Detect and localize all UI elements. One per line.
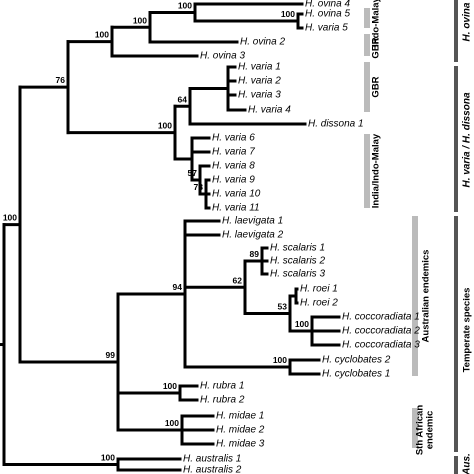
leaf-label: H. midae 3 <box>216 439 265 450</box>
group-label: GBR <box>371 76 382 97</box>
leaf-label: H. coccoradiata 2 <box>342 326 420 337</box>
group-bars <box>364 0 458 474</box>
clade-label: Temperate species <box>462 288 473 373</box>
bootstrap-value: 100 <box>158 121 172 131</box>
bootstrap-value: 94 <box>173 282 183 292</box>
group-bar <box>364 62 370 112</box>
leaf-label: H. roei 1 <box>300 284 338 295</box>
leaf-label: H. australis 2 <box>183 465 242 474</box>
bootstrap-value: 100 <box>178 1 192 11</box>
leaf-label: H. varia 3 <box>238 90 281 101</box>
group-bar <box>412 408 418 448</box>
leaf-label: H. scalaris 3 <box>270 269 325 280</box>
leaf-label: H. cyclobates 2 <box>322 355 391 366</box>
bootstrap-value: 64 <box>178 94 188 104</box>
leaf-label: H. varia 10 <box>212 189 261 200</box>
leaf-label: H. varia 5 <box>305 23 348 34</box>
clade-bar <box>454 456 458 474</box>
group-label: Australian endemics <box>421 250 432 343</box>
bootstrap-value: 89 <box>250 249 260 259</box>
leaf-label: H. laevigata 1 <box>222 216 283 227</box>
bootstrap-value: 76 <box>56 75 66 85</box>
leaf-label: H. rubra 2 <box>200 395 245 406</box>
leaf-label: H. ovina 3 <box>200 51 245 62</box>
group-bar <box>364 134 370 208</box>
leaf-label: H. varia 11 <box>212 203 260 214</box>
group-bar <box>412 216 418 376</box>
group-bar <box>364 34 370 56</box>
leaf-label: H. rubra 1 <box>200 381 244 392</box>
leaf-label: H. varia 4 <box>248 105 291 116</box>
leaf-label: H. midae 2 <box>216 425 265 436</box>
bootstrap-value: 100 <box>281 9 295 19</box>
bootstrap-value: 100 <box>163 381 177 391</box>
leaf-label: H. laevigata 2 <box>222 230 284 241</box>
clade-bar <box>454 66 458 212</box>
bootstrap-value: 100 <box>3 213 17 223</box>
bootstrap-value: 99 <box>106 350 116 360</box>
group-bar <box>364 8 370 28</box>
bootstrap-value: 100 <box>133 15 147 25</box>
bootstrap-value: 62 <box>233 275 243 285</box>
leaf-label: H. scalaris 1 <box>270 243 325 254</box>
leaf-label: H. cyclobates 1 <box>322 369 390 380</box>
clade-label: H. varia / H. dissona <box>462 92 473 187</box>
bootstrap-value: 100 <box>95 30 109 40</box>
leaf-label: H. varia 7 <box>212 147 255 158</box>
leaf-label: H. coccoradiata 1 <box>342 312 420 323</box>
leaf-label: H. australis 1 <box>183 454 241 465</box>
bootstrap-value: 100 <box>295 319 309 329</box>
leaf-label: H. roei 2 <box>300 298 338 309</box>
group-label: endemic <box>425 411 436 450</box>
leaf-label: H. ovina 4 <box>305 0 350 10</box>
bootstrap-value: 53 <box>278 302 288 312</box>
clade-label: H. ovina <box>462 2 473 41</box>
group-label: GBR <box>371 37 382 58</box>
clade-bar <box>454 216 458 452</box>
leaf-label: H. ovina 2 <box>240 37 285 48</box>
leaf-label: H. midae 1 <box>216 411 264 422</box>
clade-bar <box>454 0 458 62</box>
leaf-label: H. scalaris 2 <box>270 256 325 267</box>
leaf-label: H. ovina 5 <box>305 9 350 20</box>
group-label: Indo-Malay <box>371 0 382 47</box>
leaf-label: H. dissona 1 <box>308 119 364 130</box>
group-label: India/Indo-Malay <box>371 133 382 208</box>
leaf-label: H. coccoradiata 3 <box>342 340 420 351</box>
leaf-label: H. varia 9 <box>212 175 255 186</box>
bootstrap-value: 100 <box>165 418 179 428</box>
clade-label: Aus. <box>462 453 473 474</box>
bootstrap-value: 78 <box>194 182 204 192</box>
group-label: Sth African <box>415 405 426 456</box>
bootstrap-value: 100 <box>273 355 287 365</box>
leaf-label: H. varia 6 <box>212 133 255 144</box>
leaf-label: H. varia 8 <box>212 161 255 172</box>
leaf-label: H. varia 2 <box>238 76 281 87</box>
leaf-label: H. varia 1 <box>238 62 281 73</box>
bootstrap-value: 100 <box>101 453 115 463</box>
